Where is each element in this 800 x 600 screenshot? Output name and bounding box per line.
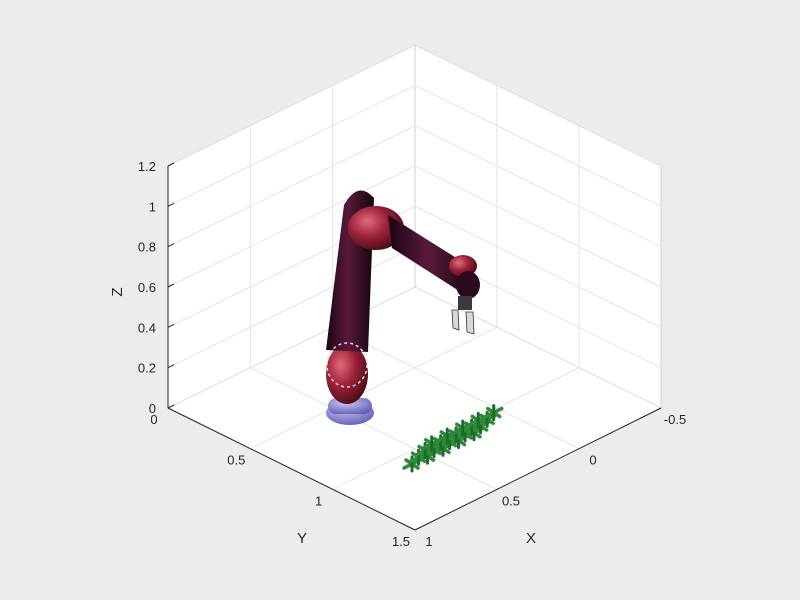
link-forearm — [388, 215, 477, 298]
y-tick-label: 0.5 — [227, 453, 245, 468]
z-tick-mark — [167, 283, 175, 288]
robot-base-ring — [328, 398, 372, 414]
z-axis-label: Z — [109, 287, 126, 296]
green-part — [483, 404, 504, 422]
z-tick-label: 0.2 — [138, 361, 156, 376]
z-tick-mark — [167, 162, 175, 167]
x-tick-label: 0 — [589, 453, 596, 468]
x-axis-line — [414, 407, 662, 531]
z-tick-label: 1 — [149, 199, 156, 214]
z-tick-label: 0.6 — [138, 280, 156, 295]
z-tick-mark — [167, 202, 175, 207]
green-part — [437, 427, 457, 445]
y-gridline — [167, 286, 416, 409]
x-tick-label: 1 — [425, 534, 432, 549]
gripper-body — [458, 296, 472, 310]
gripper-finger-right — [465, 311, 475, 335]
joint-ring-indicator — [326, 342, 368, 388]
z-tick-mark — [167, 404, 175, 409]
z-tick-label: 0.8 — [138, 240, 156, 255]
y-axis-line — [167, 407, 416, 531]
y-axis-label: Y — [297, 530, 307, 547]
joint-shoulder — [326, 344, 368, 404]
z-tick-label: 1.2 — [138, 159, 156, 174]
tick-labels: 0 0.2 0.4 0.6 0.8 1 1.2 0 0.5 1 1.5 -0.5 0 0.5 1 — [138, 159, 686, 549]
green-part — [452, 419, 473, 437]
axis-lines — [167, 162, 662, 531]
green-part — [468, 411, 488, 429]
z-tick-label: 0 — [149, 401, 156, 416]
z-tick-mark — [167, 323, 175, 328]
y-tick-label: 0 — [150, 412, 157, 427]
y-tick-label: 1.5 — [392, 534, 410, 549]
x-gridline — [414, 286, 662, 409]
green-parts-grid — [402, 404, 504, 473]
green-part — [421, 435, 442, 453]
x-gridline — [250, 367, 498, 490]
robot-arm — [326, 190, 480, 425]
z-tick-mark — [167, 243, 175, 248]
x-tick-label: 0.5 — [502, 493, 520, 508]
z-gridline — [167, 44, 662, 167]
x-tick-label: -0.5 — [664, 412, 686, 427]
y-gridline — [250, 326, 498, 450]
gripper-finger-left — [451, 309, 460, 331]
x-axis-label: X — [526, 530, 536, 547]
z-tick-mark — [167, 364, 175, 369]
joint-wrist-2 — [456, 271, 480, 299]
x-gridline — [332, 326, 580, 450]
y-tick-label: 1 — [315, 493, 322, 508]
z-tick-label: 0.4 — [138, 320, 156, 335]
